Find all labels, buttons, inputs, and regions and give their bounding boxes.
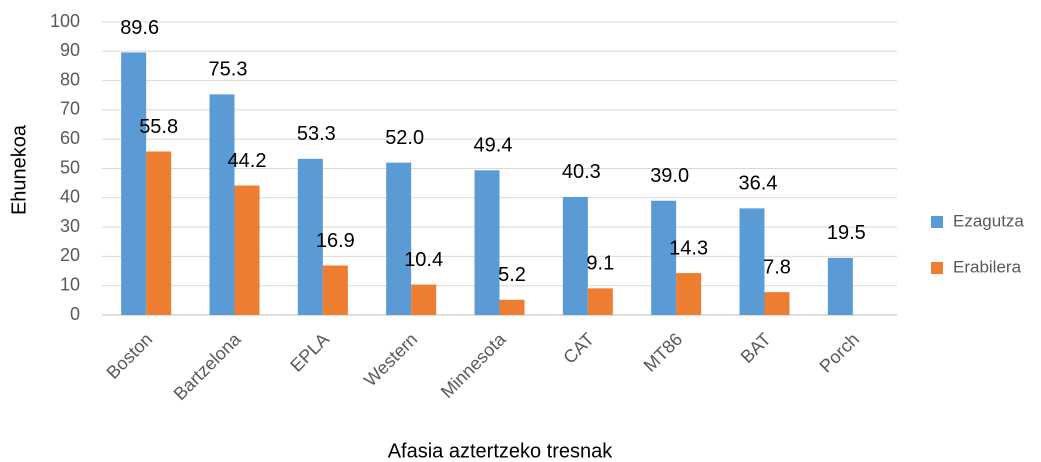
bar xyxy=(499,299,525,315)
bar xyxy=(297,158,323,315)
bar xyxy=(676,273,702,315)
bar xyxy=(146,151,172,315)
value-label: 53.3 xyxy=(297,123,336,145)
value-label: 40.3 xyxy=(562,161,601,183)
bar xyxy=(209,94,235,315)
y-tick-label: 90 xyxy=(60,40,80,60)
bar xyxy=(651,200,677,315)
y-axis-title: Ehunekoa xyxy=(8,124,30,215)
value-label: 9.1 xyxy=(586,253,614,275)
x-tick-label: Minnesota xyxy=(437,328,511,402)
x-axis-title: Afasia aztertzeko tresnak xyxy=(388,440,614,462)
x-tick-label: Bartzelona xyxy=(170,328,246,404)
value-label: 16.9 xyxy=(316,230,355,252)
y-tick-label: 20 xyxy=(60,245,80,265)
y-tick-label: 10 xyxy=(60,274,80,294)
legend-swatch xyxy=(931,216,943,228)
bar xyxy=(562,196,588,315)
x-tick-label: Boston xyxy=(103,329,157,383)
bar xyxy=(322,265,348,315)
x-tick-label: EPLA xyxy=(286,329,333,376)
bar xyxy=(764,292,790,315)
value-label: 44.2 xyxy=(228,150,267,172)
y-tick-label: 70 xyxy=(60,99,80,119)
value-label: 36.4 xyxy=(739,173,778,195)
bar xyxy=(587,288,613,315)
value-label: 49.4 xyxy=(474,135,513,157)
value-label: 14.3 xyxy=(669,237,708,259)
bar xyxy=(474,170,500,315)
legend-label: Ezagutza xyxy=(953,211,1024,230)
x-tick-label: Porch xyxy=(816,329,863,376)
value-label: 89.6 xyxy=(120,17,159,39)
value-label: 39.0 xyxy=(650,165,689,187)
legend-swatch xyxy=(931,262,943,274)
y-tick-label: 40 xyxy=(60,187,80,207)
value-label: 55.8 xyxy=(139,116,178,138)
bar xyxy=(234,185,260,315)
y-tick-label: 100 xyxy=(50,11,80,31)
value-label: 7.8 xyxy=(763,256,791,278)
legend-label: Erabilera xyxy=(953,257,1022,276)
value-label: 10.4 xyxy=(404,249,443,271)
value-label: 5.2 xyxy=(498,264,526,286)
bar xyxy=(739,208,765,315)
bar xyxy=(411,284,437,315)
y-tick-label: 30 xyxy=(60,216,80,236)
y-tick-label: 50 xyxy=(60,157,80,177)
y-tick-label: 0 xyxy=(70,304,80,324)
value-label: 75.3 xyxy=(209,59,248,81)
value-label: 19.5 xyxy=(827,222,866,244)
value-label: 52.0 xyxy=(385,127,424,149)
x-tick-label: Western xyxy=(360,329,421,390)
bar xyxy=(121,52,147,316)
y-tick-label: 80 xyxy=(60,69,80,89)
y-tick-label: 60 xyxy=(60,128,80,148)
bar xyxy=(386,162,412,315)
x-tick-label: BAT xyxy=(737,329,775,367)
x-tick-label: MT86 xyxy=(640,329,687,376)
bar xyxy=(827,257,853,315)
x-tick-label: CAT xyxy=(559,329,598,368)
